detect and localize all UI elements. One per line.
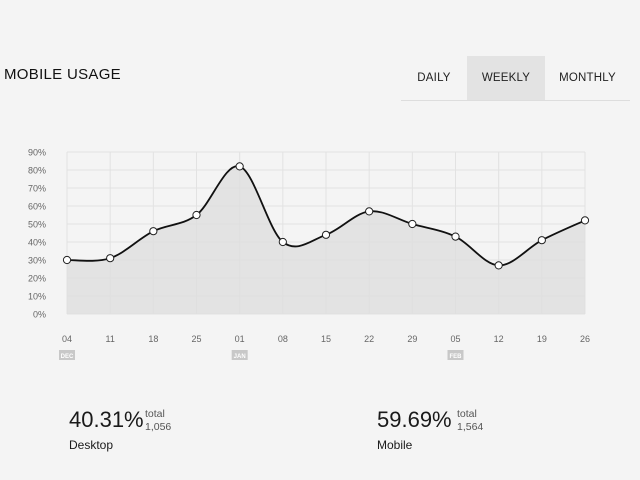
y-tick-label: 0% bbox=[33, 310, 46, 320]
data-point bbox=[580, 216, 590, 225]
y-tick-label: 80% bbox=[28, 166, 46, 176]
y-tick-label: 70% bbox=[28, 184, 46, 194]
data-point bbox=[278, 237, 287, 247]
y-tick-label: 90% bbox=[28, 148, 46, 158]
usage-chart: 0% 10% 20% 30% 40% 50% 60% 70% 80% 90% 04 11 18 25 01 0… bbox=[28, 148, 590, 360]
data-point bbox=[149, 227, 158, 236]
x-tick-label: 18 bbox=[148, 334, 158, 344]
x-tick-label: 26 bbox=[580, 334, 590, 344]
x-tick-label: 19 bbox=[537, 334, 547, 344]
desktop-label: Desktop bbox=[69, 438, 114, 452]
data-point bbox=[235, 162, 244, 171]
y-tick-label: 10% bbox=[28, 292, 46, 302]
month-badge-label: FEB bbox=[450, 354, 463, 360]
period-tabs: DAILY WEEKLY MONTHLY bbox=[401, 56, 630, 101]
mobile-total-label: total bbox=[457, 408, 477, 420]
x-tick-label: 29 bbox=[407, 334, 417, 344]
x-tick-label: 05 bbox=[450, 334, 460, 344]
mobile-percent: 59.69% bbox=[377, 407, 452, 432]
data-point bbox=[192, 210, 201, 220]
usage-chart-svg: 0% 10% 20% 30% 40% 50% 60% 70% 80% 90% 04 11 18 25 01 0… bbox=[28, 148, 590, 360]
page-title: MOBILE USAGE bbox=[4, 66, 121, 83]
data-point bbox=[365, 207, 374, 216]
y-tick-label: 40% bbox=[28, 238, 46, 248]
desktop-total-value: 1,056 bbox=[145, 421, 172, 433]
data-point bbox=[408, 219, 417, 229]
desktop-total-label: total bbox=[145, 408, 165, 420]
data-point bbox=[451, 232, 460, 241]
month-badge bbox=[231, 350, 248, 360]
mobile-label: Mobile bbox=[377, 438, 413, 452]
x-tick-label: 01 bbox=[235, 334, 245, 344]
data-point bbox=[537, 236, 546, 245]
month-badge-label: DEC bbox=[61, 354, 74, 360]
desktop-percent: 40.31% bbox=[69, 407, 144, 432]
y-tick-label: 20% bbox=[28, 274, 46, 284]
y-tick-label: 60% bbox=[28, 202, 46, 212]
x-tick-label: 15 bbox=[321, 334, 331, 344]
data-point bbox=[494, 261, 503, 270]
mobile-total-value: 1,564 bbox=[457, 421, 484, 433]
x-tick-label: 12 bbox=[494, 334, 504, 344]
x-tick-label: 11 bbox=[105, 334, 114, 344]
month-badge-label: JAN bbox=[234, 354, 246, 360]
series-area bbox=[67, 166, 585, 314]
data-point bbox=[106, 254, 115, 263]
x-tick-label: 04 bbox=[62, 334, 72, 344]
tab-monthly[interactable]: MONTHLY bbox=[559, 72, 616, 84]
x-tick-label: 25 bbox=[191, 334, 201, 344]
y-tick-label: 30% bbox=[28, 256, 46, 266]
data-point bbox=[62, 255, 72, 265]
month-badge bbox=[59, 350, 75, 360]
tab-daily[interactable]: DAILY bbox=[417, 72, 451, 84]
x-tick-label: 08 bbox=[278, 334, 288, 344]
x-tick-label: 22 bbox=[364, 334, 374, 344]
tab-weekly[interactable]: WEEKLY bbox=[467, 56, 545, 100]
month-badge bbox=[447, 350, 464, 360]
data-point bbox=[321, 230, 331, 239]
y-tick-label: 50% bbox=[28, 220, 46, 230]
